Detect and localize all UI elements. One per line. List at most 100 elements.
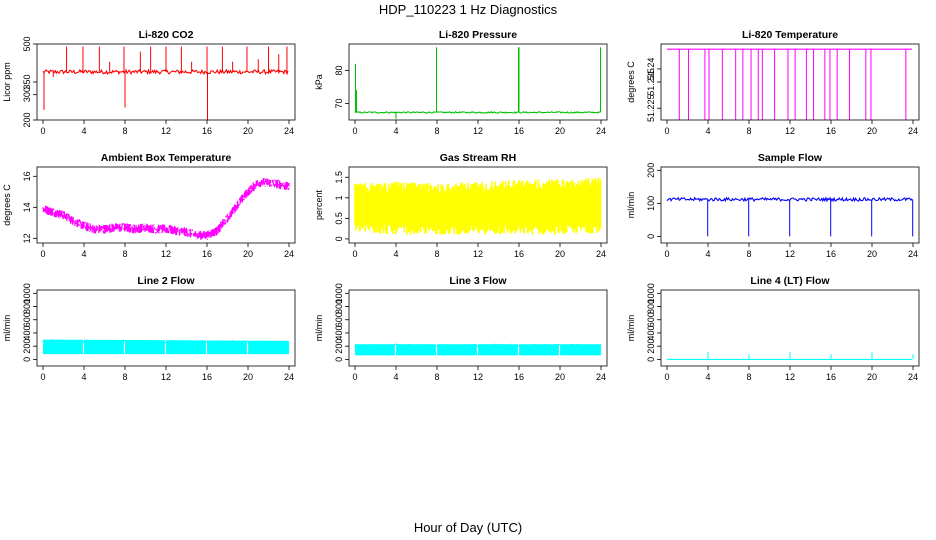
x-tick-label: 24 (284, 249, 294, 259)
y-axis-label: ml/min (2, 315, 12, 342)
y-tick-label: 51.235 (646, 68, 656, 96)
data-layer (354, 177, 602, 235)
panel-title: Line 4 (LT) Flow (750, 275, 830, 287)
y-tick-label: 350 (22, 74, 32, 89)
x-tick-label: 4 (81, 126, 86, 136)
x-tick-label: 0 (352, 372, 357, 382)
x-axis: 0 4 8 12 16 20 24 (664, 366, 918, 382)
y-tick-label: 80 (334, 65, 344, 75)
x-axis: 0 4 8 12 16 20 24 (664, 243, 918, 259)
x-tick-label: 12 (161, 372, 171, 382)
x-tick-label: 8 (746, 372, 751, 382)
y-axis-label: kPa (314, 74, 324, 90)
x-tick-label: 12 (785, 372, 795, 382)
y-tick-label: 800 (22, 299, 32, 314)
x-tick-label: 0 (664, 249, 669, 259)
y-tick-label: 1000 (646, 283, 656, 303)
x-axis: 0 4 8 12 16 20 24 (40, 366, 294, 382)
chart-panel-2: Li-820 Pressure 0 4 8 12 16 20 24 70 80 kPa (314, 29, 608, 136)
panel-title: Line 2 Flow (137, 275, 195, 287)
data-layer (354, 290, 601, 366)
x-tick-label: 20 (867, 249, 877, 259)
series-line (354, 110, 601, 114)
x-tick-label: 12 (785, 249, 795, 259)
y-tick-label: 0 (334, 236, 344, 241)
y-tick-label: 600 (334, 312, 344, 327)
x-tick-label: 16 (826, 126, 836, 136)
x-axis: 0 4 8 12 16 20 24 (40, 243, 294, 259)
x-tick-label: 4 (705, 372, 710, 382)
x-tick-label: 4 (81, 249, 86, 259)
x-axis: 0 4 8 12 16 20 24 (352, 120, 606, 136)
y-tick-label: 0 (646, 357, 656, 362)
x-tick-label: 4 (705, 249, 710, 259)
x-tick-label: 0 (40, 126, 45, 136)
x-axis: 0 4 8 12 16 20 24 (352, 243, 606, 259)
panel-title: Line 3 Flow (449, 275, 507, 287)
panel-frame (348, 43, 608, 121)
y-axis-label: ml/min (314, 315, 324, 342)
y-tick-label: 0 (334, 357, 344, 362)
y-tick-label: 1 (334, 195, 344, 200)
x-tick-label: 0 (664, 126, 669, 136)
x-tick-label: 16 (514, 249, 524, 259)
y-tick-label: 800 (646, 299, 656, 314)
y-axis-label: Licor ppm (2, 62, 12, 102)
x-tick-label: 12 (473, 126, 483, 136)
y-axis: 0 100 200 (646, 163, 661, 239)
x-tick-label: 24 (908, 372, 918, 382)
y-tick-label: 1000 (22, 283, 32, 303)
x-axis: 0 4 8 12 16 20 24 (664, 120, 918, 136)
data-layer (42, 46, 289, 120)
series-line (42, 178, 290, 240)
data-layer (666, 196, 914, 237)
data-layer (42, 178, 290, 240)
x-tick-label: 4 (81, 372, 86, 382)
x-tick-label: 20 (243, 249, 253, 259)
x-tick-label: 20 (243, 372, 253, 382)
x-tick-label: 4 (705, 126, 710, 136)
x-axis: 0 4 8 12 16 20 24 (352, 366, 606, 382)
y-tick-label: 0.5 (334, 212, 344, 225)
y-tick-label: 14 (22, 202, 32, 212)
y-tick-label: 400 (22, 325, 32, 340)
x-tick-label: 24 (284, 372, 294, 382)
panel-frame (660, 43, 920, 121)
y-tick-label: 800 (334, 299, 344, 314)
x-axis: 0 4 8 12 16 20 24 (40, 120, 294, 136)
y-tick-label: 200 (334, 339, 344, 354)
x-tick-label: 12 (161, 126, 171, 136)
y-tick-label: 400 (646, 325, 656, 340)
panel-title: Sample Flow (758, 152, 823, 164)
y-axis-label: ml/min (626, 192, 636, 219)
chart-panel-5: Gas Stream RH 0 4 8 12 16 20 24 0 0.5 1 1.5 percent (314, 152, 608, 259)
x-tick-label: 16 (826, 372, 836, 382)
x-tick-label: 16 (826, 249, 836, 259)
x-tick-label: 8 (122, 249, 127, 259)
x-tick-label: 8 (122, 126, 127, 136)
y-tick-label: 1.5 (334, 171, 344, 184)
panel-title: Li-820 Temperature (742, 29, 838, 41)
y-tick-label: 1000 (334, 283, 344, 303)
figure-title: HDP_110223 1 Hz Diagnostics (379, 2, 558, 17)
y-tick-label: 200 (646, 163, 656, 178)
x-tick-label: 0 (352, 249, 357, 259)
x-tick-label: 0 (664, 372, 669, 382)
x-tick-label: 20 (555, 249, 565, 259)
y-tick-label: 600 (646, 312, 656, 327)
y-tick-label: 600 (22, 312, 32, 327)
y-tick-label: 100 (646, 196, 656, 211)
y-tick-label: 200 (646, 339, 656, 354)
x-tick-label: 24 (908, 126, 918, 136)
chart-panel-4: Ambient Box Temperature 0 4 8 12 16 20 24 12 14 16… (2, 152, 296, 259)
y-tick-label: 51.24 (646, 58, 656, 81)
x-tick-label: 8 (434, 249, 439, 259)
x-tick-label: 12 (785, 126, 795, 136)
